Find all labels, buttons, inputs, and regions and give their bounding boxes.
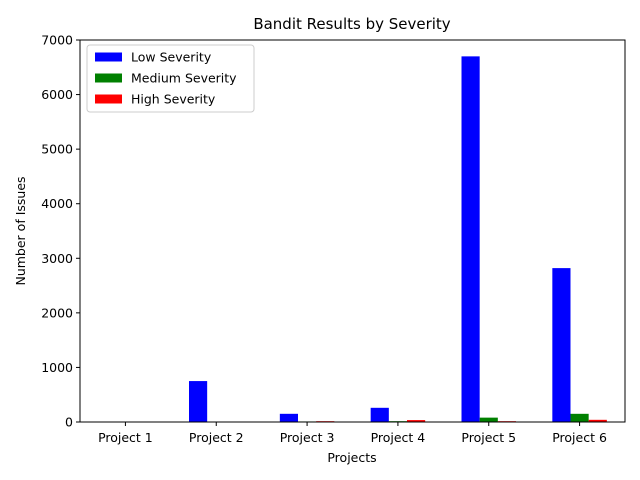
x-tick-label: Project 1 — [98, 430, 153, 445]
legend-label: Medium Severity — [131, 71, 237, 86]
bar-high-severity-project-6 — [588, 419, 607, 422]
x-tick-label: Project 5 — [461, 430, 516, 445]
legend-swatch — [95, 52, 122, 62]
y-axis-label: Number of Issues — [13, 176, 28, 285]
y-tick-label: 1000 — [41, 360, 73, 375]
axes-group — [79, 39, 626, 423]
bar-high-severity-project-4 — [407, 420, 426, 422]
y-ticks-group: 0 1000 2000 3000 4000 5000 6000 7000 — [41, 33, 80, 430]
plot-frame — [79, 39, 626, 423]
y-tick-label: 0 — [65, 415, 73, 430]
y-tick-label: 3000 — [41, 251, 73, 266]
y-tick-label: 7000 — [41, 33, 73, 48]
bars-group — [189, 56, 607, 422]
legend-frame — [86, 44, 255, 113]
legend: Low Severity Medium Severity High Severity — [86, 44, 255, 113]
bar-medium-severity-project-5 — [479, 417, 498, 422]
x-tick-label: Project 6 — [552, 430, 607, 445]
bar-low-severity-project-4 — [370, 407, 389, 422]
x-tick-label: Project 2 — [189, 430, 244, 445]
x-tick-label: Project 3 — [280, 430, 335, 445]
y-tick-label: 4000 — [41, 196, 73, 211]
x-axis-label: Projects — [327, 450, 376, 465]
legend-label: Low Severity — [131, 50, 212, 65]
bar-low-severity-project-6 — [552, 268, 571, 422]
legend-swatch — [95, 94, 122, 104]
legend-swatch — [95, 73, 122, 83]
legend-label: High Severity — [131, 92, 216, 107]
bar-low-severity-project-3 — [279, 413, 298, 422]
bar-low-severity-project-5 — [461, 56, 480, 422]
x-tick-label: Project 4 — [371, 430, 426, 445]
bar-medium-severity-project-6 — [570, 413, 589, 422]
y-tick-label: 5000 — [41, 142, 73, 157]
chart-title: Bandit Results by Severity — [253, 15, 450, 33]
y-tick-label: 2000 — [41, 305, 73, 320]
x-ticks-group: Project 1 Project 2 Project 3 Project 4 Proj… — [98, 422, 607, 445]
y-tick-label: 6000 — [41, 87, 73, 102]
bar-low-severity-project-2 — [189, 381, 208, 422]
